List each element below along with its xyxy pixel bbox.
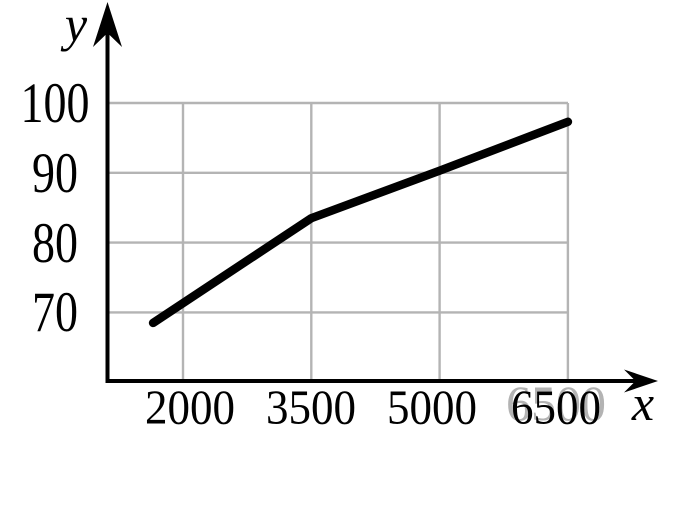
y-tick-label-90: 90 — [32, 140, 78, 205]
x-tick-label-2000: 2000 — [145, 380, 235, 435]
y-tick-label-80: 80 — [32, 210, 78, 274]
y-tick-label-100: 100 — [20, 70, 90, 135]
x-tick-label-5000: 5000 — [387, 380, 477, 435]
x-tick-label-3500: 3500 — [266, 380, 356, 435]
x-axis-label: x — [631, 375, 655, 431]
data-line — [148, 117, 573, 328]
x-tick-ghost-echo: 6500 — [506, 375, 606, 431]
y-axis-arrowhead — [93, 2, 122, 47]
x-tick-label-6500: 6500 — [511, 380, 601, 435]
grid-layer — [107, 101, 570, 381]
x-axis-arrowhead — [624, 369, 658, 393]
y-axis-label: y — [64, 0, 88, 52]
y-tick-label-70: 70 — [32, 279, 78, 344]
